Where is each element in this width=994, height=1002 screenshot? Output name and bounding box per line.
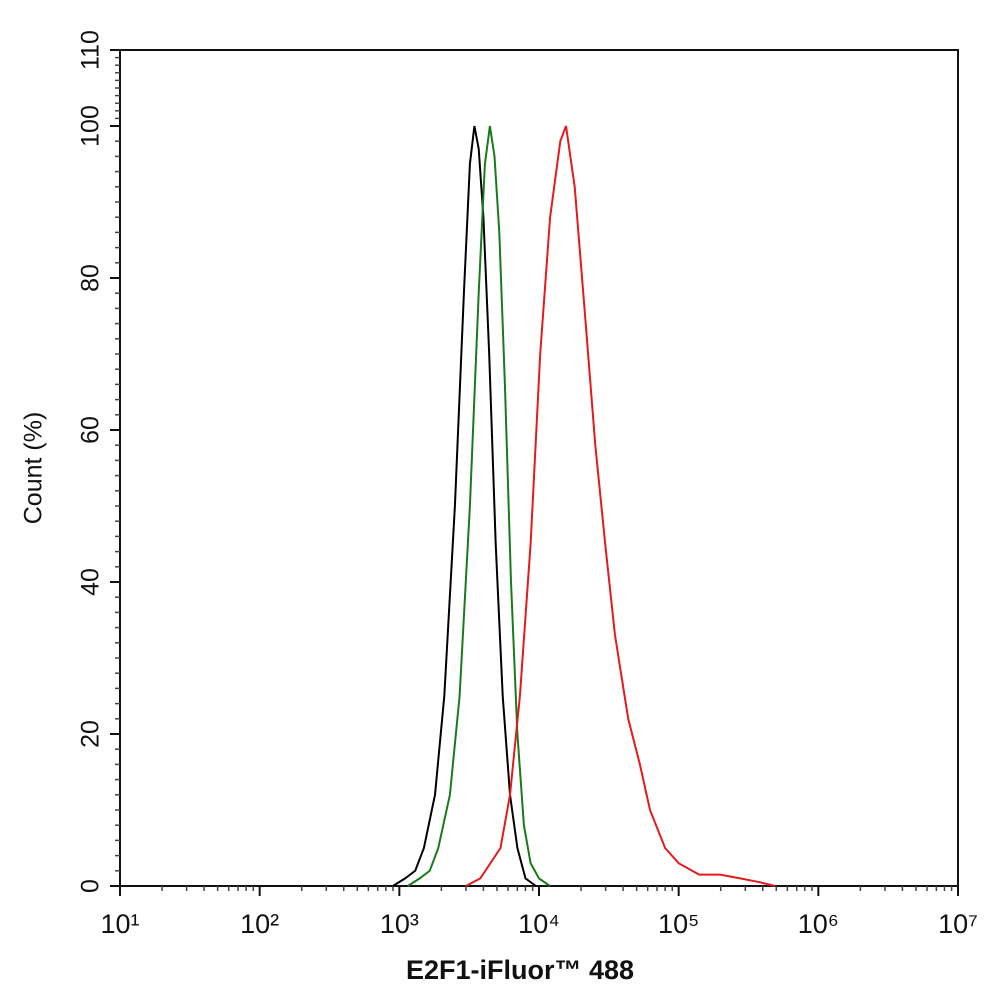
y-tick-label: 60 — [77, 416, 105, 444]
y-tick-label: 80 — [77, 264, 105, 292]
x-tick-label: 10³ — [380, 909, 419, 939]
y-tick-label: 0 — [77, 879, 105, 893]
series-line — [407, 125, 551, 887]
y-tick-label: 20 — [77, 720, 105, 748]
series-line — [465, 125, 776, 887]
x-tick-label: 10² — [240, 909, 279, 939]
y-axis-label: Count (%) — [20, 412, 48, 525]
x-axis-label: E2F1-iFluor™ 488 — [406, 955, 634, 985]
series-line — [392, 125, 537, 887]
x-tick-label: 10⁶ — [798, 909, 839, 939]
x-tick-label: 10⁷ — [938, 909, 978, 939]
x-tick-label: 10⁴ — [518, 909, 560, 939]
plot-frame — [119, 49, 959, 887]
y-tick-label: 40 — [77, 568, 105, 596]
y-tick-label: 100 — [77, 105, 105, 147]
x-tick-label: 10¹ — [100, 909, 139, 939]
x-tick-label: 10⁵ — [658, 909, 699, 939]
y-tick-label: 110 — [77, 30, 105, 70]
